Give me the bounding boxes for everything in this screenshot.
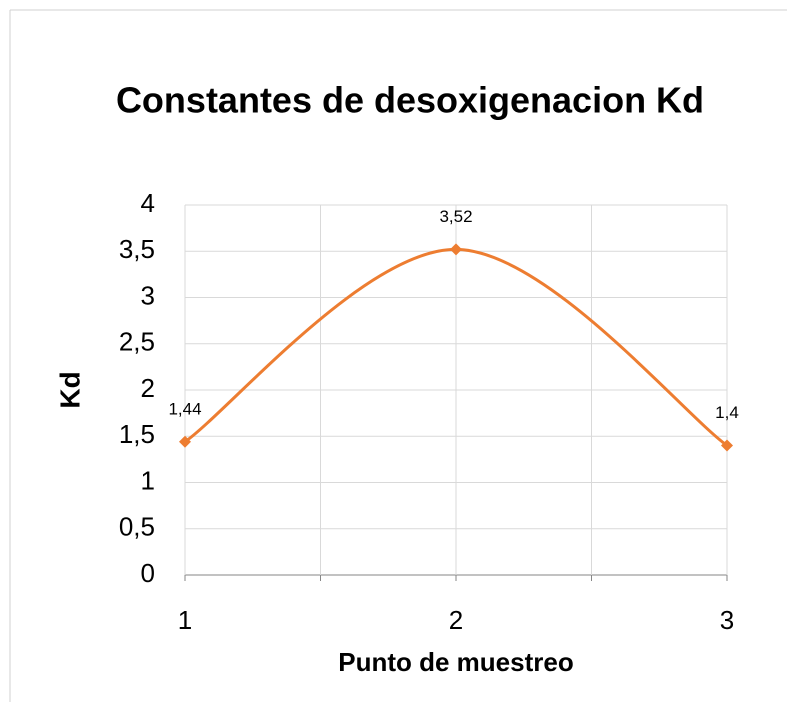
x-axis-label: Punto de muestreo bbox=[338, 647, 573, 677]
data-label: 1,4 bbox=[715, 403, 739, 422]
y-tick-label: 1 bbox=[141, 465, 155, 495]
data-label: 3,52 bbox=[439, 207, 472, 226]
y-tick-label: 2 bbox=[141, 373, 155, 403]
y-tick-label: 2,5 bbox=[119, 327, 155, 357]
y-tick-label: 3,5 bbox=[119, 234, 155, 264]
data-point bbox=[450, 243, 462, 256]
x-tick-label: 2 bbox=[449, 605, 463, 635]
y-tick-label: 0 bbox=[141, 558, 155, 588]
data-label: 1,44 bbox=[168, 399, 201, 418]
y-tick-label: 3 bbox=[141, 280, 155, 310]
y-tick-label: 4 bbox=[141, 188, 155, 218]
data-point bbox=[179, 435, 191, 448]
chart-title: Constantes de desoxigenacion Kd bbox=[116, 80, 704, 121]
y-tick-label: 0,5 bbox=[119, 512, 155, 542]
x-tick-label: 3 bbox=[720, 605, 734, 635]
data-point bbox=[721, 439, 733, 452]
x-tick-label: 1 bbox=[178, 605, 192, 635]
y-axis-label: Kd bbox=[54, 371, 85, 408]
y-tick-label: 1,5 bbox=[119, 419, 155, 449]
